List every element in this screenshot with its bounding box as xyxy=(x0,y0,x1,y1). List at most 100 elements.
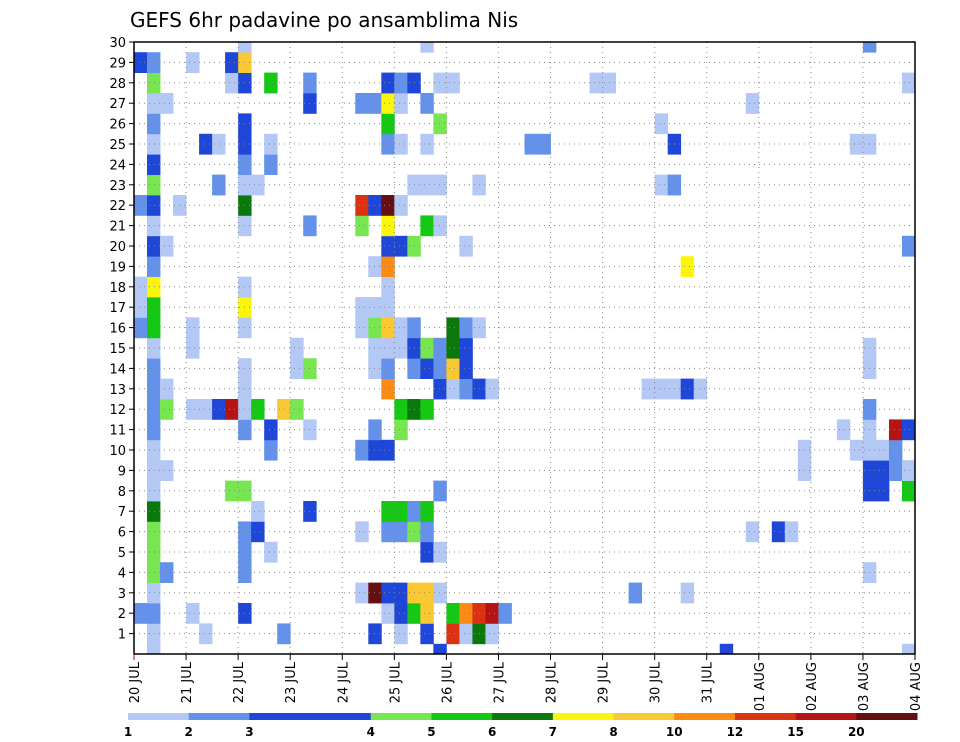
heatmap-cell xyxy=(381,72,395,94)
heatmap-cell xyxy=(147,52,161,73)
x-tick-label: 03 AUG xyxy=(857,662,872,711)
heatmap-cell xyxy=(693,378,708,400)
heatmap-cell xyxy=(160,460,174,481)
heatmap-cell xyxy=(225,480,239,502)
y-tick-label: 20 xyxy=(109,240,126,255)
x-tick-label: 20 JUL xyxy=(128,661,143,703)
heatmap-cell xyxy=(381,133,395,155)
heatmap-cell xyxy=(147,541,161,563)
legend-swatch xyxy=(249,713,311,720)
heatmap-cell xyxy=(147,154,161,175)
heatmap-cell xyxy=(290,358,304,379)
heatmap-cell xyxy=(147,439,161,461)
x-tick-label: 22 JUL xyxy=(232,661,247,703)
heatmap-cell xyxy=(147,297,161,318)
legend-label: 15 xyxy=(787,725,804,739)
legend-swatch xyxy=(674,713,736,720)
heatmap-cell xyxy=(160,378,174,400)
x-tick-label: 01 AUG xyxy=(753,662,768,711)
heatmap-cell xyxy=(901,480,916,502)
y-tick-label: 5 xyxy=(118,546,126,561)
y-tick-label: 17 xyxy=(109,301,126,316)
heatmap-cell xyxy=(264,541,278,563)
heatmap-cell xyxy=(459,603,473,624)
x-tick-label: 30 JUL xyxy=(649,661,664,703)
heatmap-cell xyxy=(420,133,434,155)
heatmap-cell xyxy=(368,297,382,318)
heatmap-cell xyxy=(420,521,434,543)
legend-swatch xyxy=(431,713,493,720)
heatmap-cell xyxy=(849,439,864,461)
heatmap-cell xyxy=(888,460,903,481)
heatmap-cell xyxy=(446,378,460,400)
legend-label: 8 xyxy=(609,725,617,739)
x-tick-label: 25 JUL xyxy=(388,661,403,703)
heatmap-cell xyxy=(147,72,161,94)
heatmap-cell xyxy=(186,52,200,73)
heatmap-cell xyxy=(654,113,669,135)
heatmap-cell xyxy=(160,235,174,257)
heatmap-cell xyxy=(498,603,512,624)
legend-label: 7 xyxy=(549,725,557,739)
heatmap-cell xyxy=(433,378,447,400)
heatmap-cell xyxy=(394,72,408,94)
heatmap-cell xyxy=(368,195,382,216)
heatmap-cell xyxy=(459,317,473,339)
heatmap-cell xyxy=(134,297,148,318)
heatmap-cell xyxy=(147,562,161,583)
heatmap-cell xyxy=(381,317,395,339)
heatmap-cell xyxy=(394,93,408,114)
heatmap-cell xyxy=(147,399,161,420)
heatmap-cell xyxy=(355,297,369,318)
heatmap-cell xyxy=(459,358,473,379)
legend-swatch xyxy=(552,713,615,720)
heatmap-cell xyxy=(381,582,395,604)
heatmap-cell xyxy=(394,521,408,543)
heatmap-cell xyxy=(680,582,695,604)
y-tick-label: 11 xyxy=(109,424,126,439)
heatmap-cell xyxy=(394,419,408,441)
heatmap-cell xyxy=(628,582,643,604)
y-tick-label: 29 xyxy=(109,56,126,71)
heatmap-cell xyxy=(381,337,395,359)
heatmap-cell xyxy=(394,582,408,604)
heatmap-cell xyxy=(901,643,916,655)
heatmap-cell xyxy=(485,378,499,400)
heatmap-cell xyxy=(901,72,916,94)
y-tick-label: 28 xyxy=(109,77,126,92)
heatmap-cell xyxy=(446,72,460,94)
heatmap-cell xyxy=(238,42,252,53)
heatmap-cell xyxy=(433,541,447,563)
heatmap-cell xyxy=(160,93,174,114)
heatmap-cell xyxy=(251,174,265,196)
heatmap-cell xyxy=(355,215,369,237)
heatmap-cell xyxy=(381,378,395,400)
heatmap-cell xyxy=(381,276,395,298)
legend-swatch xyxy=(734,713,797,720)
heatmap-cell xyxy=(368,419,382,441)
heatmap-cell xyxy=(368,582,382,604)
heatmap-cell xyxy=(368,337,382,359)
y-tick-label: 4 xyxy=(118,566,126,581)
heatmap-cell xyxy=(381,439,395,461)
heatmap-cell xyxy=(186,337,200,359)
legend-label: 4 xyxy=(367,725,375,739)
heatmap-cell xyxy=(355,521,369,543)
legend-swatch xyxy=(492,713,554,720)
heatmap-cell xyxy=(225,399,239,420)
y-tick-label: 8 xyxy=(118,485,126,500)
heatmap-cell xyxy=(446,317,460,339)
heatmap-cell xyxy=(381,501,395,522)
heatmap-cell xyxy=(368,317,382,339)
heatmap-cell xyxy=(147,93,161,114)
heatmap-cell xyxy=(485,603,499,624)
heatmap-cell xyxy=(147,603,161,624)
heatmap-cell xyxy=(420,541,434,563)
heatmap-cell xyxy=(420,399,434,420)
legend-swatch xyxy=(310,713,372,720)
heatmap-cell xyxy=(381,521,395,543)
heatmap-cell xyxy=(368,93,382,114)
heatmap-cell xyxy=(355,195,369,216)
heatmap-cell xyxy=(420,358,434,379)
heatmap-cell xyxy=(524,133,538,155)
